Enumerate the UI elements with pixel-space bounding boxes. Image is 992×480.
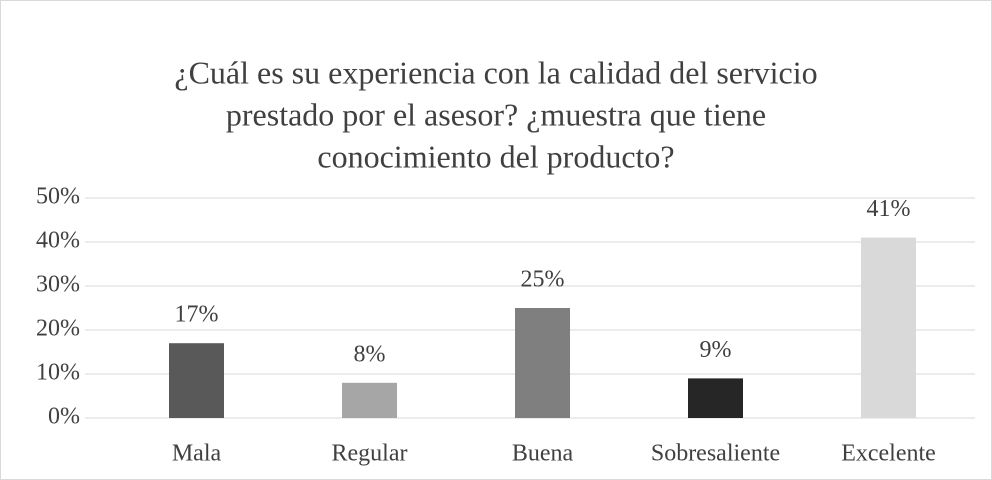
x-tick-label: Buena xyxy=(512,441,574,467)
x-tick-label: Sobresaliente xyxy=(651,441,780,467)
chart-title: conocimiento del producto? xyxy=(317,138,674,174)
bar xyxy=(342,382,397,418)
value-label: 9% xyxy=(700,337,732,363)
bar xyxy=(688,378,743,418)
y-tick-label: 30% xyxy=(36,272,80,298)
value-label: 25% xyxy=(521,267,565,293)
bar xyxy=(169,343,224,418)
y-tick-label: 10% xyxy=(36,360,80,386)
x-tick-label: Regular xyxy=(332,441,408,467)
chart-title: prestado por el asesor? ¿muestra que tie… xyxy=(226,96,766,132)
y-tick-label: 50% xyxy=(36,184,80,210)
value-label: 41% xyxy=(867,196,911,222)
y-tick-label: 40% xyxy=(36,228,80,254)
bar xyxy=(861,237,916,418)
y-tick-label: 20% xyxy=(36,316,80,342)
chart-title: ¿Cuál es su experiencia con la calidad d… xyxy=(174,54,817,90)
value-label: 8% xyxy=(354,341,386,367)
value-label: 17% xyxy=(175,302,219,328)
y-tick-label: 0% xyxy=(48,404,80,430)
bar xyxy=(515,308,570,418)
x-tick-label: Mala xyxy=(172,441,222,467)
x-tick-label: Excelente xyxy=(841,441,936,467)
